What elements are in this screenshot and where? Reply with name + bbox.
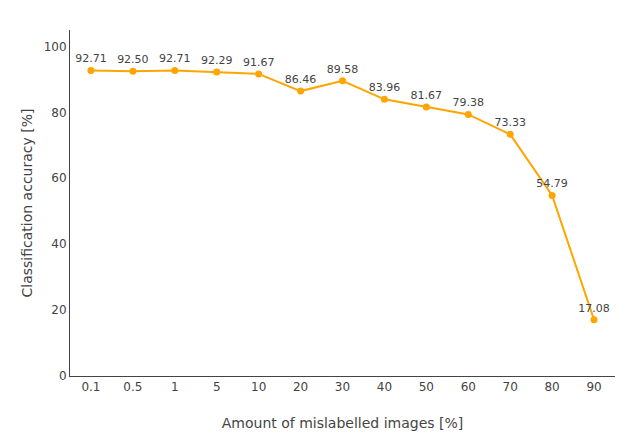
svg-text:30: 30	[335, 380, 350, 394]
svg-text:Amount of mislabelled images [: Amount of mislabelled images [%]	[222, 415, 464, 431]
svg-text:83.96: 83.96	[369, 81, 401, 94]
svg-text:40: 40	[51, 237, 66, 251]
svg-text:80: 80	[51, 106, 66, 120]
svg-text:10: 10	[251, 380, 266, 394]
svg-text:0.1: 0.1	[81, 380, 100, 394]
svg-text:92.71: 92.71	[75, 52, 107, 65]
svg-text:Classification accuracy [%]: Classification accuracy [%]	[19, 109, 35, 298]
svg-text:92.29: 92.29	[201, 54, 233, 67]
svg-text:0: 0	[59, 369, 67, 383]
svg-text:81.67: 81.67	[411, 89, 443, 102]
svg-text:5: 5	[213, 380, 221, 394]
svg-text:92.71: 92.71	[159, 52, 191, 65]
svg-text:40: 40	[377, 380, 392, 394]
svg-text:70: 70	[503, 380, 518, 394]
svg-text:60: 60	[461, 380, 476, 394]
svg-text:86.46: 86.46	[285, 73, 317, 86]
svg-text:17.08: 17.08	[578, 302, 610, 315]
svg-text:20: 20	[293, 380, 308, 394]
svg-text:54.79: 54.79	[536, 177, 568, 190]
svg-text:20: 20	[51, 303, 66, 317]
svg-text:80: 80	[544, 380, 559, 394]
svg-text:92.50: 92.50	[117, 53, 149, 66]
svg-text:50: 50	[419, 380, 434, 394]
svg-text:0.5: 0.5	[123, 380, 142, 394]
svg-text:100: 100	[44, 40, 67, 54]
svg-text:60: 60	[51, 171, 66, 185]
svg-text:91.67: 91.67	[243, 56, 275, 69]
svg-text:79.38: 79.38	[453, 96, 485, 109]
svg-text:73.33: 73.33	[494, 116, 526, 129]
svg-text:90: 90	[586, 380, 601, 394]
svg-text:1: 1	[171, 380, 179, 394]
svg-text:89.58: 89.58	[327, 63, 359, 76]
